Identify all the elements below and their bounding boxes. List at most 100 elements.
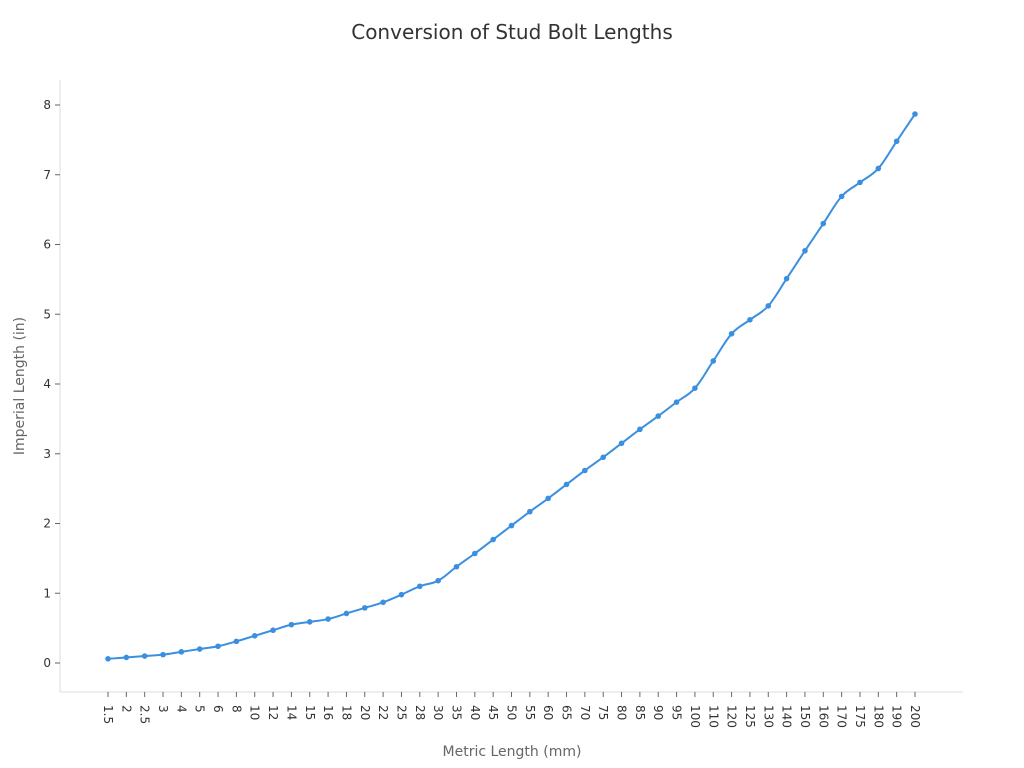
data-point[interactable] — [160, 651, 166, 658]
x-tick-label: 20 — [358, 705, 372, 720]
data-point[interactable] — [288, 621, 295, 628]
data-point[interactable] — [233, 638, 240, 645]
data-point[interactable] — [508, 522, 515, 529]
x-tick-label: 28 — [413, 705, 427, 720]
data-point[interactable] — [343, 610, 350, 617]
x-tick-label: 18 — [339, 705, 353, 720]
data-point[interactable] — [270, 627, 276, 634]
x-tick-label: 140 — [780, 705, 794, 728]
data-point[interactable] — [527, 508, 533, 515]
x-tick-label: 170 — [835, 705, 849, 728]
data-point[interactable] — [416, 583, 423, 590]
data-point[interactable] — [306, 619, 313, 625]
x-tick-label: 45 — [486, 705, 500, 720]
data-point[interactable] — [196, 646, 203, 652]
x-tick-label: 10 — [248, 705, 262, 720]
data-point[interactable] — [582, 467, 588, 474]
x-tick-label: 14 — [284, 705, 298, 720]
y-tick-label: 3 — [43, 447, 51, 461]
data-point[interactable] — [380, 599, 386, 606]
data-point[interactable] — [838, 193, 845, 200]
chart-title: Conversion of Stud Bolt Lengths — [351, 20, 673, 44]
data-point[interactable] — [490, 536, 496, 543]
data-point[interactable] — [655, 413, 662, 419]
data-point[interactable] — [875, 165, 882, 172]
y-tick-label: 5 — [43, 307, 51, 321]
x-tick-label: 6 — [211, 705, 225, 713]
x-tick-label: 175 — [853, 705, 867, 728]
data-point[interactable] — [747, 317, 753, 323]
x-tick-label: 55 — [523, 705, 537, 720]
x-tick-label: 60 — [541, 705, 555, 720]
data-point[interactable] — [361, 605, 368, 611]
data-point[interactable] — [105, 656, 111, 662]
x-tick-label: 40 — [468, 705, 482, 720]
data-point[interactable] — [123, 654, 130, 661]
x-tick-label: 80 — [615, 705, 629, 720]
data-point[interactable] — [765, 303, 772, 309]
data-point[interactable] — [435, 577, 441, 584]
x-tick-label: 110 — [706, 705, 720, 728]
data-point[interactable] — [563, 481, 570, 488]
x-axis-title: Metric Length (mm) — [443, 744, 582, 760]
x-tick-label: 120 — [725, 705, 739, 728]
x-tick-label: 12 — [266, 705, 280, 720]
data-point[interactable] — [857, 179, 863, 186]
x-tick-label: 30 — [431, 705, 445, 720]
data-point[interactable] — [453, 563, 460, 570]
x-tick-label: 50 — [505, 705, 519, 720]
data-point[interactable] — [728, 330, 735, 337]
y-tick-label: 0 — [43, 656, 51, 670]
y-tick-label: 8 — [43, 98, 51, 112]
data-point[interactable] — [178, 649, 185, 655]
data-point[interactable] — [710, 358, 717, 364]
data-point[interactable] — [545, 495, 551, 502]
x-tick-label: 5 — [193, 705, 207, 713]
data-point[interactable] — [215, 643, 221, 650]
x-tick-label: 8 — [229, 705, 243, 713]
x-tick-label: 200 — [908, 705, 922, 728]
data-point[interactable] — [141, 653, 148, 659]
plot-area — [105, 111, 918, 662]
y-axis-title: Imperial Length (in) — [12, 317, 28, 455]
x-tick-label: 2.5 — [138, 705, 152, 724]
y-tick-label: 6 — [43, 238, 51, 252]
data-point[interactable] — [893, 138, 900, 145]
data-point[interactable] — [325, 616, 331, 622]
x-tick-label: 160 — [816, 705, 830, 728]
x-tick-label: 100 — [688, 705, 702, 728]
data-point[interactable] — [912, 111, 918, 117]
data-point[interactable] — [600, 454, 607, 461]
x-tick-label: 2 — [119, 705, 133, 713]
x-tick-label: 95 — [670, 705, 684, 720]
x-tick-label: 190 — [890, 705, 904, 728]
x-tick-label: 16 — [321, 705, 335, 720]
data-point[interactable] — [251, 632, 258, 639]
x-tick-label: 75 — [596, 705, 610, 720]
y-tick-label: 2 — [43, 517, 51, 531]
x-tick-label: 125 — [743, 705, 757, 728]
data-point[interactable] — [637, 426, 643, 433]
x-tick-label: 15 — [303, 705, 317, 720]
x-tick-label: 150 — [798, 705, 812, 728]
x-tick-label: 90 — [651, 705, 665, 720]
y-tick-label: 1 — [43, 586, 51, 600]
data-point[interactable] — [472, 550, 478, 557]
x-tick-label: 22 — [376, 705, 390, 720]
x-tick-label: 130 — [761, 705, 775, 728]
data-point[interactable] — [783, 275, 790, 282]
x-tick-label: 1.5 — [101, 705, 115, 724]
data-point[interactable] — [618, 440, 625, 447]
y-tick-label: 7 — [43, 168, 51, 182]
x-tick-label: 180 — [871, 705, 885, 728]
x-tick-label: 70 — [578, 705, 592, 720]
data-line — [107, 113, 916, 660]
x-tick-label: 35 — [449, 705, 463, 720]
data-point[interactable] — [673, 399, 680, 405]
data-point[interactable] — [820, 220, 827, 227]
data-point[interactable] — [398, 591, 405, 598]
data-point[interactable] — [802, 247, 808, 254]
data-point[interactable] — [692, 385, 698, 391]
x-tick-label: 65 — [560, 705, 574, 720]
